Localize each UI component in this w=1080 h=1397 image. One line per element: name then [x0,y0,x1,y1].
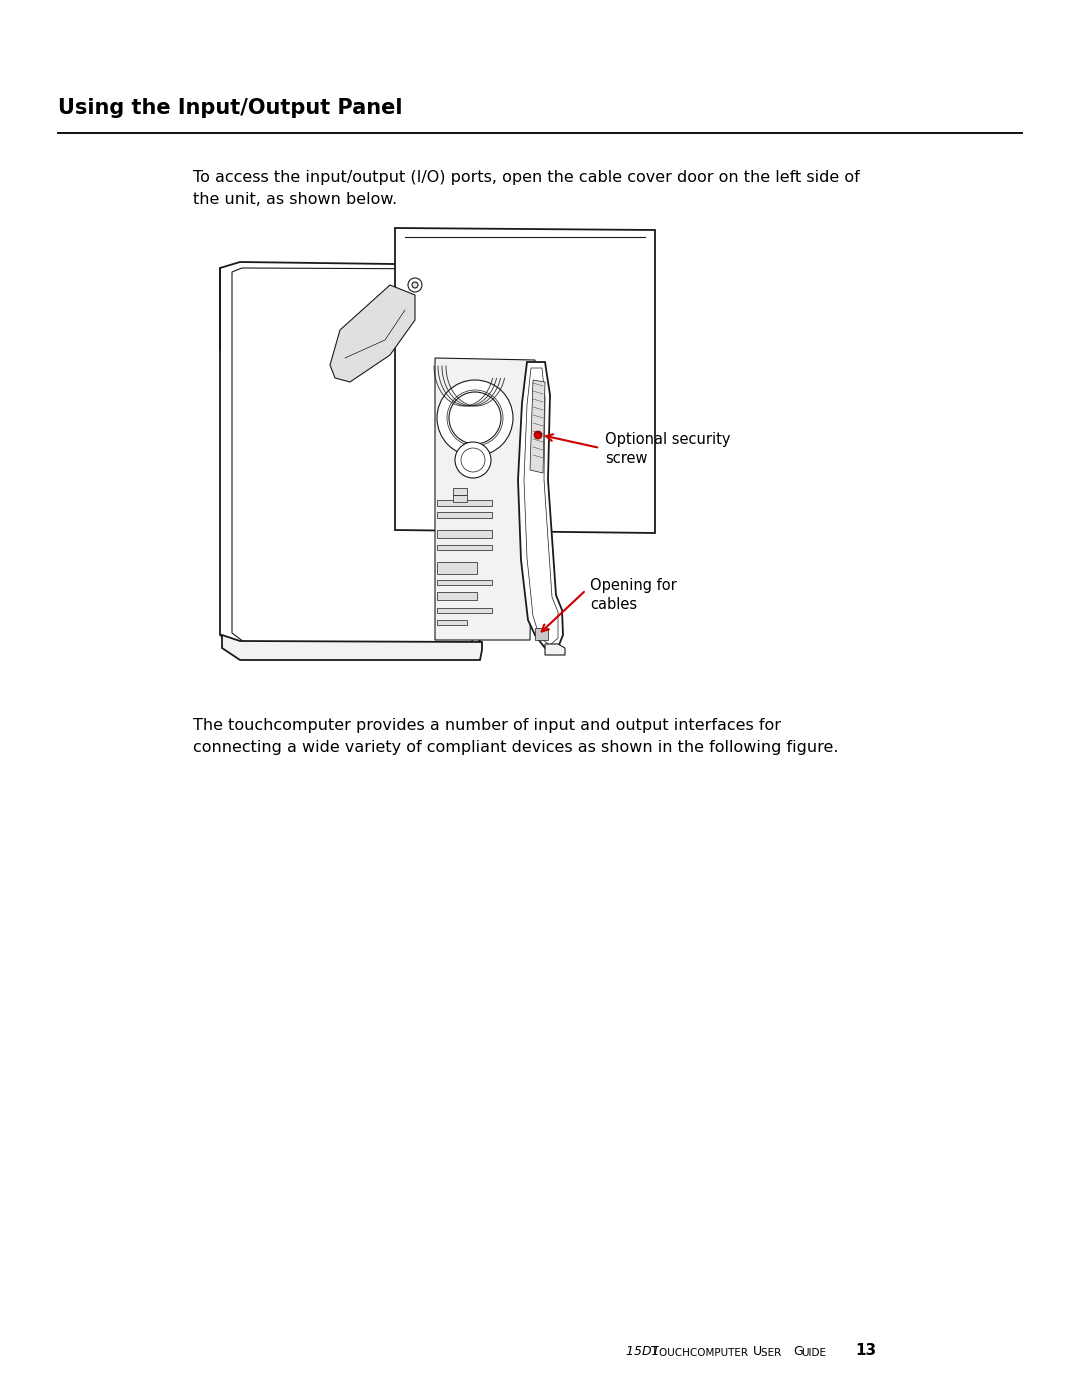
Polygon shape [545,644,565,655]
Text: Opening for: Opening for [590,578,677,592]
Text: Using the Input/Output Panel: Using the Input/Output Panel [58,98,403,117]
Bar [437,562,477,574]
Circle shape [455,441,491,478]
Text: UIDE: UIDE [801,1348,826,1358]
Text: U: U [753,1345,762,1358]
Bar [437,500,492,506]
Text: 15D1: 15D1 [626,1345,663,1358]
Text: cables: cables [590,597,637,612]
Polygon shape [518,362,563,650]
Text: The touchcomputer provides a number of input and output interfaces for: The touchcomputer provides a number of i… [193,718,781,733]
Text: T: T [651,1345,659,1358]
Text: G: G [793,1345,802,1358]
Text: OUCHCOMPUTER: OUCHCOMPUTER [659,1348,752,1358]
Bar [437,545,492,550]
Bar [437,511,492,518]
Bar [437,608,492,613]
Bar [453,488,467,495]
Text: SER: SER [761,1348,784,1358]
Text: 13: 13 [855,1343,876,1358]
Text: screw: screw [605,451,648,467]
Text: To access the input/output (I/O) ports, open the cable cover door on the left si: To access the input/output (I/O) ports, … [193,170,860,184]
Text: connecting a wide variety of compliant devices as shown in the following figure.: connecting a wide variety of compliant d… [193,740,838,754]
Bar [437,620,467,624]
Bar [437,580,492,585]
Polygon shape [395,228,654,534]
Polygon shape [535,629,548,640]
Polygon shape [330,285,415,381]
Circle shape [437,380,513,455]
Text: the unit, as shown below.: the unit, as shown below. [193,191,397,207]
Polygon shape [530,380,545,474]
Text: Optional security: Optional security [605,432,730,447]
Circle shape [411,282,418,288]
Bar [453,495,467,502]
Bar [437,592,477,599]
Circle shape [534,432,542,439]
Polygon shape [220,263,480,652]
Bar [437,529,492,538]
Polygon shape [222,636,482,659]
Polygon shape [435,358,535,640]
